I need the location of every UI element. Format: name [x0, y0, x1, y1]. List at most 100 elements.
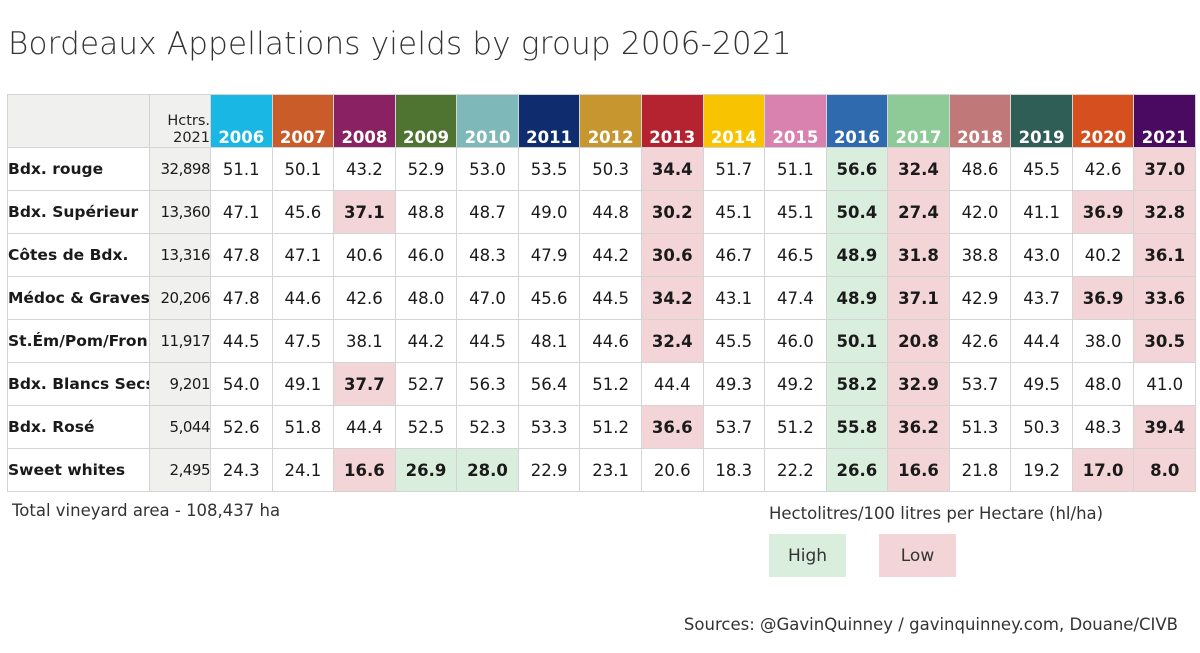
yield-cell: 41.1 — [1010, 190, 1073, 234]
yield-cell: 58.2 — [825, 362, 889, 406]
yield-cell: 42.6 — [948, 319, 1012, 363]
yield-cell: 36.2 — [887, 405, 950, 449]
yield-cell: 51.7 — [702, 147, 766, 191]
corner-cell — [7, 94, 150, 148]
yield-cell: 38.1 — [333, 319, 396, 363]
yield-cell: 38.0 — [1071, 319, 1135, 363]
hectares-cell: 2,495 — [149, 448, 211, 492]
yield-cell: 53.7 — [702, 405, 766, 449]
yield-cell: 48.3 — [456, 233, 519, 277]
year-header-2006: 2006 — [210, 94, 273, 148]
year-header-2017: 2017 — [887, 94, 950, 148]
yield-cell: 37.1 — [333, 190, 396, 234]
hectares-cell: 13,360 — [149, 190, 211, 234]
yield-cell: 8.0 — [1133, 448, 1196, 492]
yield-cell: 20.8 — [887, 319, 950, 363]
hectares-cell: 20,206 — [149, 276, 211, 320]
yield-cell: 56.6 — [825, 147, 889, 191]
yield-cell: 34.2 — [640, 276, 704, 320]
year-header-2010: 2010 — [456, 94, 519, 148]
yield-cell: 42.6 — [1071, 147, 1135, 191]
yield-cell: 44.5 — [579, 276, 642, 320]
yield-cell: 18.3 — [702, 448, 766, 492]
yield-cell: 51.2 — [579, 405, 642, 449]
yield-cell: 26.6 — [825, 448, 889, 492]
year-header-2014: 2014 — [702, 94, 766, 148]
hectares-cell: 32,898 — [149, 147, 211, 191]
year-header-2009: 2009 — [394, 94, 458, 148]
yield-cell: 49.3 — [702, 362, 766, 406]
hectares-column-header: Hctrs. 2021 — [149, 94, 211, 148]
yield-cell: 48.9 — [825, 276, 889, 320]
yield-cell: 50.1 — [271, 147, 335, 191]
yield-cell: 44.4 — [640, 362, 704, 406]
yield-cell: 51.2 — [764, 405, 827, 449]
yield-cell: 50.4 — [825, 190, 889, 234]
yield-cell: 16.6 — [333, 448, 396, 492]
yield-cell: 32.9 — [887, 362, 950, 406]
hectares-header-year: 2021 — [173, 130, 210, 146]
yield-cell: 51.1 — [764, 147, 827, 191]
year-header-2021: 2021 — [1133, 94, 1196, 148]
row-label: Bdx. Supérieur — [7, 190, 150, 234]
yield-cell: 36.1 — [1133, 233, 1196, 277]
yield-cell: 40.6 — [333, 233, 396, 277]
yield-cell: 44.5 — [456, 319, 519, 363]
yield-cell: 26.9 — [394, 448, 458, 492]
yield-cell: 44.8 — [579, 190, 642, 234]
table-row: Bdx. Rosé 5,044 52.6 51.8 44.4 52.5 52.3 53.3 51… — [7, 405, 1196, 449]
total-vineyard-area: Total vineyard area - 108,437 ha — [12, 501, 281, 520]
legend-high: High — [769, 534, 846, 577]
row-label: Côtes de Bdx. — [7, 233, 150, 277]
yield-cell: 50.3 — [1010, 405, 1073, 449]
yield-cell: 46.0 — [764, 319, 827, 363]
yield-cell: 30.2 — [640, 190, 704, 234]
yield-cell: 24.1 — [271, 448, 335, 492]
yield-cell: 38.8 — [948, 233, 1012, 277]
yield-cell: 52.7 — [394, 362, 458, 406]
yield-cell: 19.2 — [1010, 448, 1073, 492]
yield-cell: 48.7 — [456, 190, 519, 234]
yield-cell: 52.3 — [456, 405, 519, 449]
yield-cell: 50.1 — [825, 319, 889, 363]
row-label: Sweet whites — [7, 448, 150, 492]
yield-cell: 47.1 — [210, 190, 273, 234]
yield-cell: 54.0 — [210, 362, 273, 406]
row-label: Bdx. rouge — [7, 147, 150, 191]
yield-cell: 48.3 — [1071, 405, 1135, 449]
table-row: Bdx. Blancs Secs 9,201 54.0 49.1 37.7 52.7 56.… — [7, 362, 1196, 406]
yield-cell: 37.7 — [333, 362, 396, 406]
yield-cell: 43.2 — [333, 147, 396, 191]
yield-cell: 44.2 — [579, 233, 642, 277]
yield-cell: 21.8 — [948, 448, 1012, 492]
yield-cell: 36.6 — [640, 405, 704, 449]
yield-cell: 24.3 — [210, 448, 273, 492]
hectares-cell: 9,201 — [149, 362, 211, 406]
table-body: Bdx. rouge 32,898 51.1 50.1 43.2 52.9 53.0 53.5… — [7, 147, 1196, 492]
yield-cell: 17.0 — [1071, 448, 1135, 492]
yield-cell: 55.8 — [825, 405, 889, 449]
yield-cell: 44.6 — [579, 319, 642, 363]
yield-cell: 31.8 — [887, 233, 950, 277]
yield-cell: 28.0 — [456, 448, 519, 492]
yield-cell: 53.3 — [517, 405, 581, 449]
yield-cell: 37.1 — [887, 276, 950, 320]
table-row: Côtes de Bdx. 13,316 47.8 47.1 40.6 46.0 48.3 4… — [7, 233, 1196, 277]
row-label: Bdx. Blancs Secs — [7, 362, 150, 406]
yield-cell: 47.8 — [210, 276, 273, 320]
header-row: Hctrs. 2021 2006 2007 2008 2009 2010 2011 2012 2… — [7, 94, 1196, 148]
table-row: Sweet whites 2,495 24.3 24.1 16.6 26.9 28.0 22.… — [7, 448, 1196, 492]
yield-cell: 51.1 — [210, 147, 273, 191]
yield-cell: 51.2 — [579, 362, 642, 406]
year-header-2016: 2016 — [825, 94, 889, 148]
hectares-cell: 5,044 — [149, 405, 211, 449]
yield-cell: 33.6 — [1133, 276, 1196, 320]
yield-cell: 16.6 — [887, 448, 950, 492]
table-row: Médoc & Graves 20,206 47.8 44.6 42.6 48.0 47.0… — [7, 276, 1196, 320]
yield-cell: 48.6 — [948, 147, 1012, 191]
yield-cell: 45.6 — [271, 190, 335, 234]
yield-cell: 41.0 — [1133, 362, 1196, 406]
year-header-2020: 2020 — [1071, 94, 1135, 148]
yield-cell: 40.2 — [1071, 233, 1135, 277]
yield-cell: 47.9 — [517, 233, 581, 277]
